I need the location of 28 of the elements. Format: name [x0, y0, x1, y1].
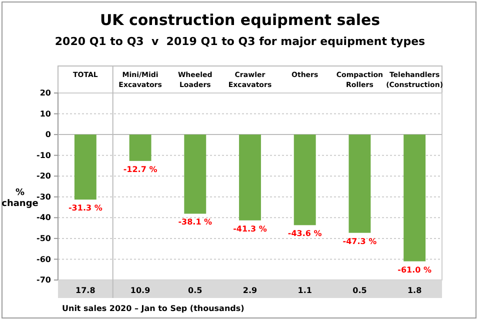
text: 10.9 [130, 286, 151, 295]
y-tick-label: -50 [36, 234, 52, 244]
data-label: -41.3 % [233, 224, 267, 234]
text: 0.5 [188, 286, 203, 295]
text: 1.8 [407, 286, 422, 295]
data-label: -47.3 % [342, 236, 377, 246]
data-label: -31.3 % [68, 204, 102, 213]
data-label: -38.1 % [178, 218, 212, 227]
chart-subtitle: 2020 Q1 to Q3 v 2019 Q1 to Q3 for major equipment types [54, 35, 426, 48]
chart-title: UK construction equipment sales [100, 11, 380, 29]
y-tick-label: 20 [40, 88, 52, 98]
y-tick-label: -40 [36, 213, 52, 222]
text: 2.9 [242, 286, 258, 295]
y-tick-label: -10 [36, 150, 52, 160]
y-tick-label: -60 [36, 254, 52, 264]
data-label: -61.0 % [398, 265, 432, 274]
text: Unit sales 2020 – Jan to Sep (thousands) [62, 304, 244, 313]
text: 17.8 [76, 286, 96, 295]
y-axis-title: % change [2, 188, 38, 209]
text: 0.5 [352, 286, 368, 295]
data-label: -12.7 % [123, 164, 158, 174]
y-tick-label: 0 [45, 130, 52, 140]
data-label: -43.6 % [288, 229, 322, 238]
text: 1.1 [298, 286, 312, 295]
y-tick-label: -20 [36, 172, 52, 181]
y-tick-label: 10 [40, 109, 52, 118]
y-tick-label: -70 [36, 276, 52, 285]
y-tick-label: -30 [36, 192, 52, 202]
